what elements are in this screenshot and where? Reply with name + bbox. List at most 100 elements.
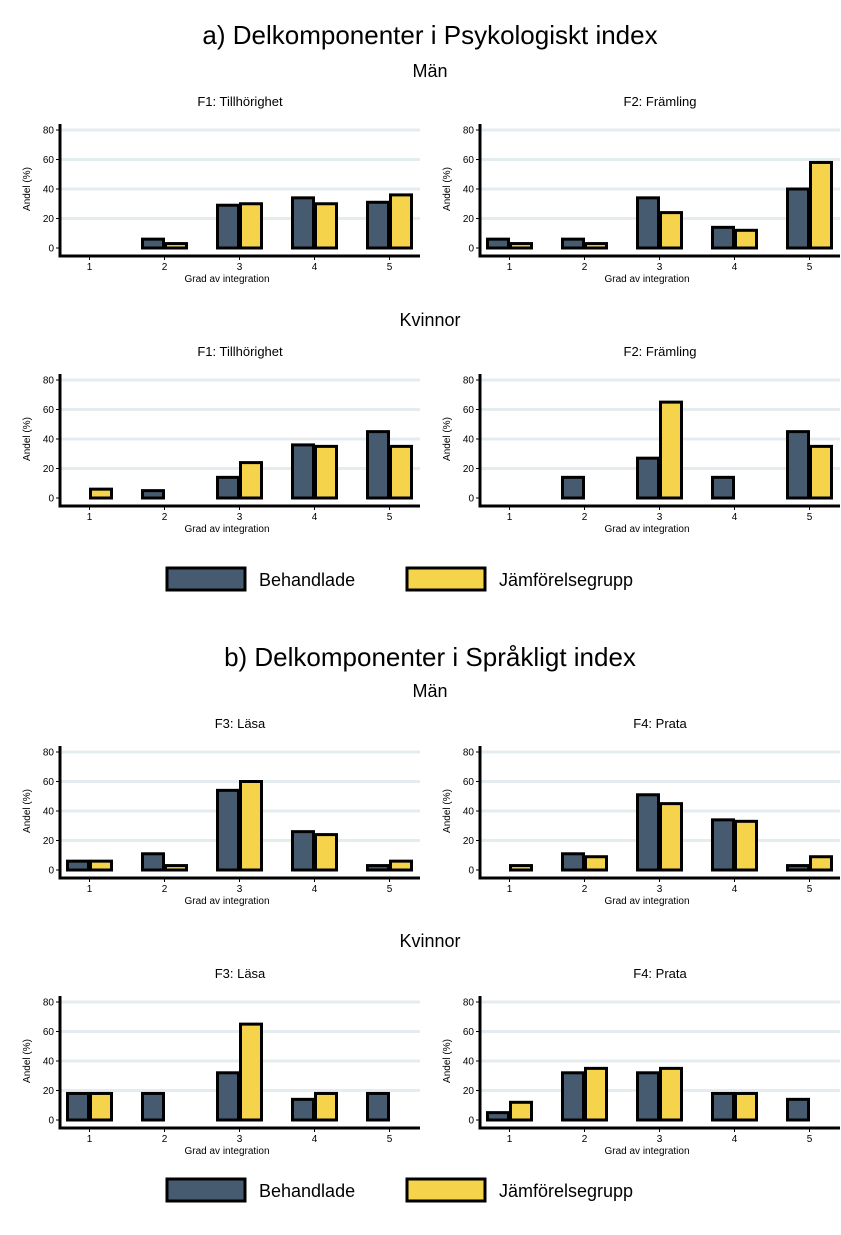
x-tick-label: 4 bbox=[732, 1134, 738, 1145]
y-tick-label: 20 bbox=[43, 1086, 55, 1097]
x-tick-label: 3 bbox=[657, 262, 663, 273]
bar-jamforelse bbox=[239, 1022, 263, 1122]
chart-panel: F1: Tillhörighet 0 20 40 60 80 1 2 3 4 5 Grad av in… bbox=[22, 94, 420, 285]
bar-jamforelse bbox=[164, 864, 188, 872]
x-tick-label: 2 bbox=[162, 262, 168, 273]
x-tick-label: 1 bbox=[507, 262, 513, 273]
bar-behandlade bbox=[711, 818, 735, 872]
y-axis-label: Andel (%) bbox=[442, 167, 453, 211]
bar-jamforelse bbox=[584, 242, 608, 250]
x-tick-label: 4 bbox=[732, 884, 738, 895]
bar-behandlade bbox=[216, 203, 240, 250]
group-title-b-kvinnor: Kvinnor bbox=[399, 931, 460, 951]
y-axis-label: Andel (%) bbox=[22, 789, 33, 833]
y-tick-label: 20 bbox=[43, 836, 55, 847]
y-axis-label: Andel (%) bbox=[22, 417, 33, 461]
bar-behandlade bbox=[66, 1091, 90, 1122]
group-title-a-man: Män bbox=[412, 61, 447, 81]
y-tick-label: 20 bbox=[463, 464, 475, 475]
y-tick-label: 80 bbox=[463, 126, 475, 137]
chart-panel: F3: Läsa 0 20 40 60 80 1 2 3 4 5 Grad av integratio… bbox=[22, 966, 420, 1157]
bar-behandlade bbox=[636, 1071, 660, 1122]
bar-behandlade bbox=[711, 1091, 735, 1122]
bar-jamforelse bbox=[809, 160, 833, 250]
y-tick-label: 40 bbox=[43, 807, 55, 818]
x-tick-label: 3 bbox=[237, 884, 243, 895]
chart-panel: F4: Prata 0 20 40 60 80 1 2 3 4 5 Grad av integrati… bbox=[442, 716, 840, 907]
bar-jamforelse bbox=[734, 1091, 758, 1122]
chart-panel: F3: Läsa 0 20 40 60 80 1 2 3 4 5 Grad av integratio… bbox=[22, 716, 420, 907]
x-tick-label: 3 bbox=[657, 512, 663, 523]
bar-behandlade bbox=[291, 1097, 315, 1122]
bar-behandlade bbox=[366, 1091, 390, 1122]
x-tick-label: 1 bbox=[87, 1134, 93, 1145]
y-tick-label: 0 bbox=[48, 244, 54, 255]
bar-jamforelse bbox=[239, 780, 263, 872]
bar-behandlade bbox=[291, 443, 315, 500]
x-axis-label: Grad av integration bbox=[604, 1146, 689, 1157]
x-tick-label: 4 bbox=[312, 884, 318, 895]
x-tick-label: 5 bbox=[807, 1134, 813, 1145]
bar-behandlade bbox=[786, 864, 810, 872]
bar-jamforelse bbox=[584, 1066, 608, 1122]
x-axis-label: Grad av integration bbox=[604, 274, 689, 285]
y-tick-label: 60 bbox=[463, 155, 475, 166]
x-tick-label: 2 bbox=[582, 884, 588, 895]
x-tick-label: 4 bbox=[312, 1134, 318, 1145]
bar-behandlade bbox=[291, 830, 315, 872]
x-tick-label: 2 bbox=[162, 512, 168, 523]
x-tick-label: 3 bbox=[237, 262, 243, 273]
bar-behandlade bbox=[561, 475, 585, 500]
bar-behandlade bbox=[561, 237, 585, 250]
bar-behandlade bbox=[786, 430, 810, 500]
section-title-b: b) Delkomponenter i Språkligt index bbox=[224, 642, 636, 672]
bar-jamforelse bbox=[239, 202, 263, 250]
bar-behandlade bbox=[291, 196, 315, 250]
bar-jamforelse bbox=[89, 859, 113, 872]
x-tick-label: 2 bbox=[582, 262, 588, 273]
x-tick-label: 3 bbox=[237, 512, 243, 523]
y-tick-label: 0 bbox=[48, 494, 54, 505]
x-axis-label: Grad av integration bbox=[604, 524, 689, 535]
bar-jamforelse bbox=[509, 1100, 533, 1122]
legend-2: Behandlade Jämförelsegrupp bbox=[165, 1177, 633, 1203]
y-tick-label: 20 bbox=[463, 214, 475, 225]
bar-jamforelse bbox=[314, 1091, 338, 1122]
bar-jamforelse bbox=[239, 461, 263, 500]
x-tick-label: 1 bbox=[87, 884, 93, 895]
bar-jamforelse bbox=[89, 487, 113, 500]
bar-jamforelse bbox=[389, 444, 413, 500]
x-tick-label: 5 bbox=[387, 262, 393, 273]
bar-behandlade bbox=[366, 430, 390, 500]
panel-title: F4: Prata bbox=[633, 716, 687, 731]
chart-panel: F1: Tillhörighet 0 20 40 60 80 1 2 3 4 5 Grad av in… bbox=[22, 344, 420, 535]
y-tick-label: 60 bbox=[463, 405, 475, 416]
x-tick-label: 5 bbox=[807, 512, 813, 523]
x-tick-label: 5 bbox=[387, 884, 393, 895]
x-tick-label: 3 bbox=[237, 1134, 243, 1145]
bar-jamforelse bbox=[314, 444, 338, 500]
y-tick-label: 0 bbox=[468, 494, 474, 505]
legend-label-behandlade: Behandlade bbox=[259, 1181, 355, 1201]
bar-behandlade bbox=[561, 1071, 585, 1122]
x-tick-label: 2 bbox=[582, 1134, 588, 1145]
bar-behandlade bbox=[786, 187, 810, 250]
bar-behandlade bbox=[141, 1091, 165, 1122]
y-tick-label: 40 bbox=[43, 185, 55, 196]
y-tick-label: 60 bbox=[43, 1027, 55, 1038]
legend-swatch-jamforelse bbox=[405, 1177, 487, 1203]
y-tick-label: 0 bbox=[468, 244, 474, 255]
legend-swatch-jamforelse bbox=[405, 566, 487, 592]
bar-jamforelse bbox=[389, 859, 413, 872]
x-tick-label: 4 bbox=[312, 512, 318, 523]
y-tick-label: 20 bbox=[43, 464, 55, 475]
x-tick-label: 2 bbox=[162, 884, 168, 895]
chart-panel: F2: Främling 0 20 40 60 80 1 2 3 4 5 Grad av integr… bbox=[442, 94, 840, 285]
x-tick-label: 5 bbox=[807, 262, 813, 273]
bar-behandlade bbox=[216, 475, 240, 500]
panel-title: F1: Tillhörighet bbox=[197, 344, 283, 359]
y-tick-label: 80 bbox=[463, 998, 475, 1009]
x-tick-label: 1 bbox=[87, 512, 93, 523]
